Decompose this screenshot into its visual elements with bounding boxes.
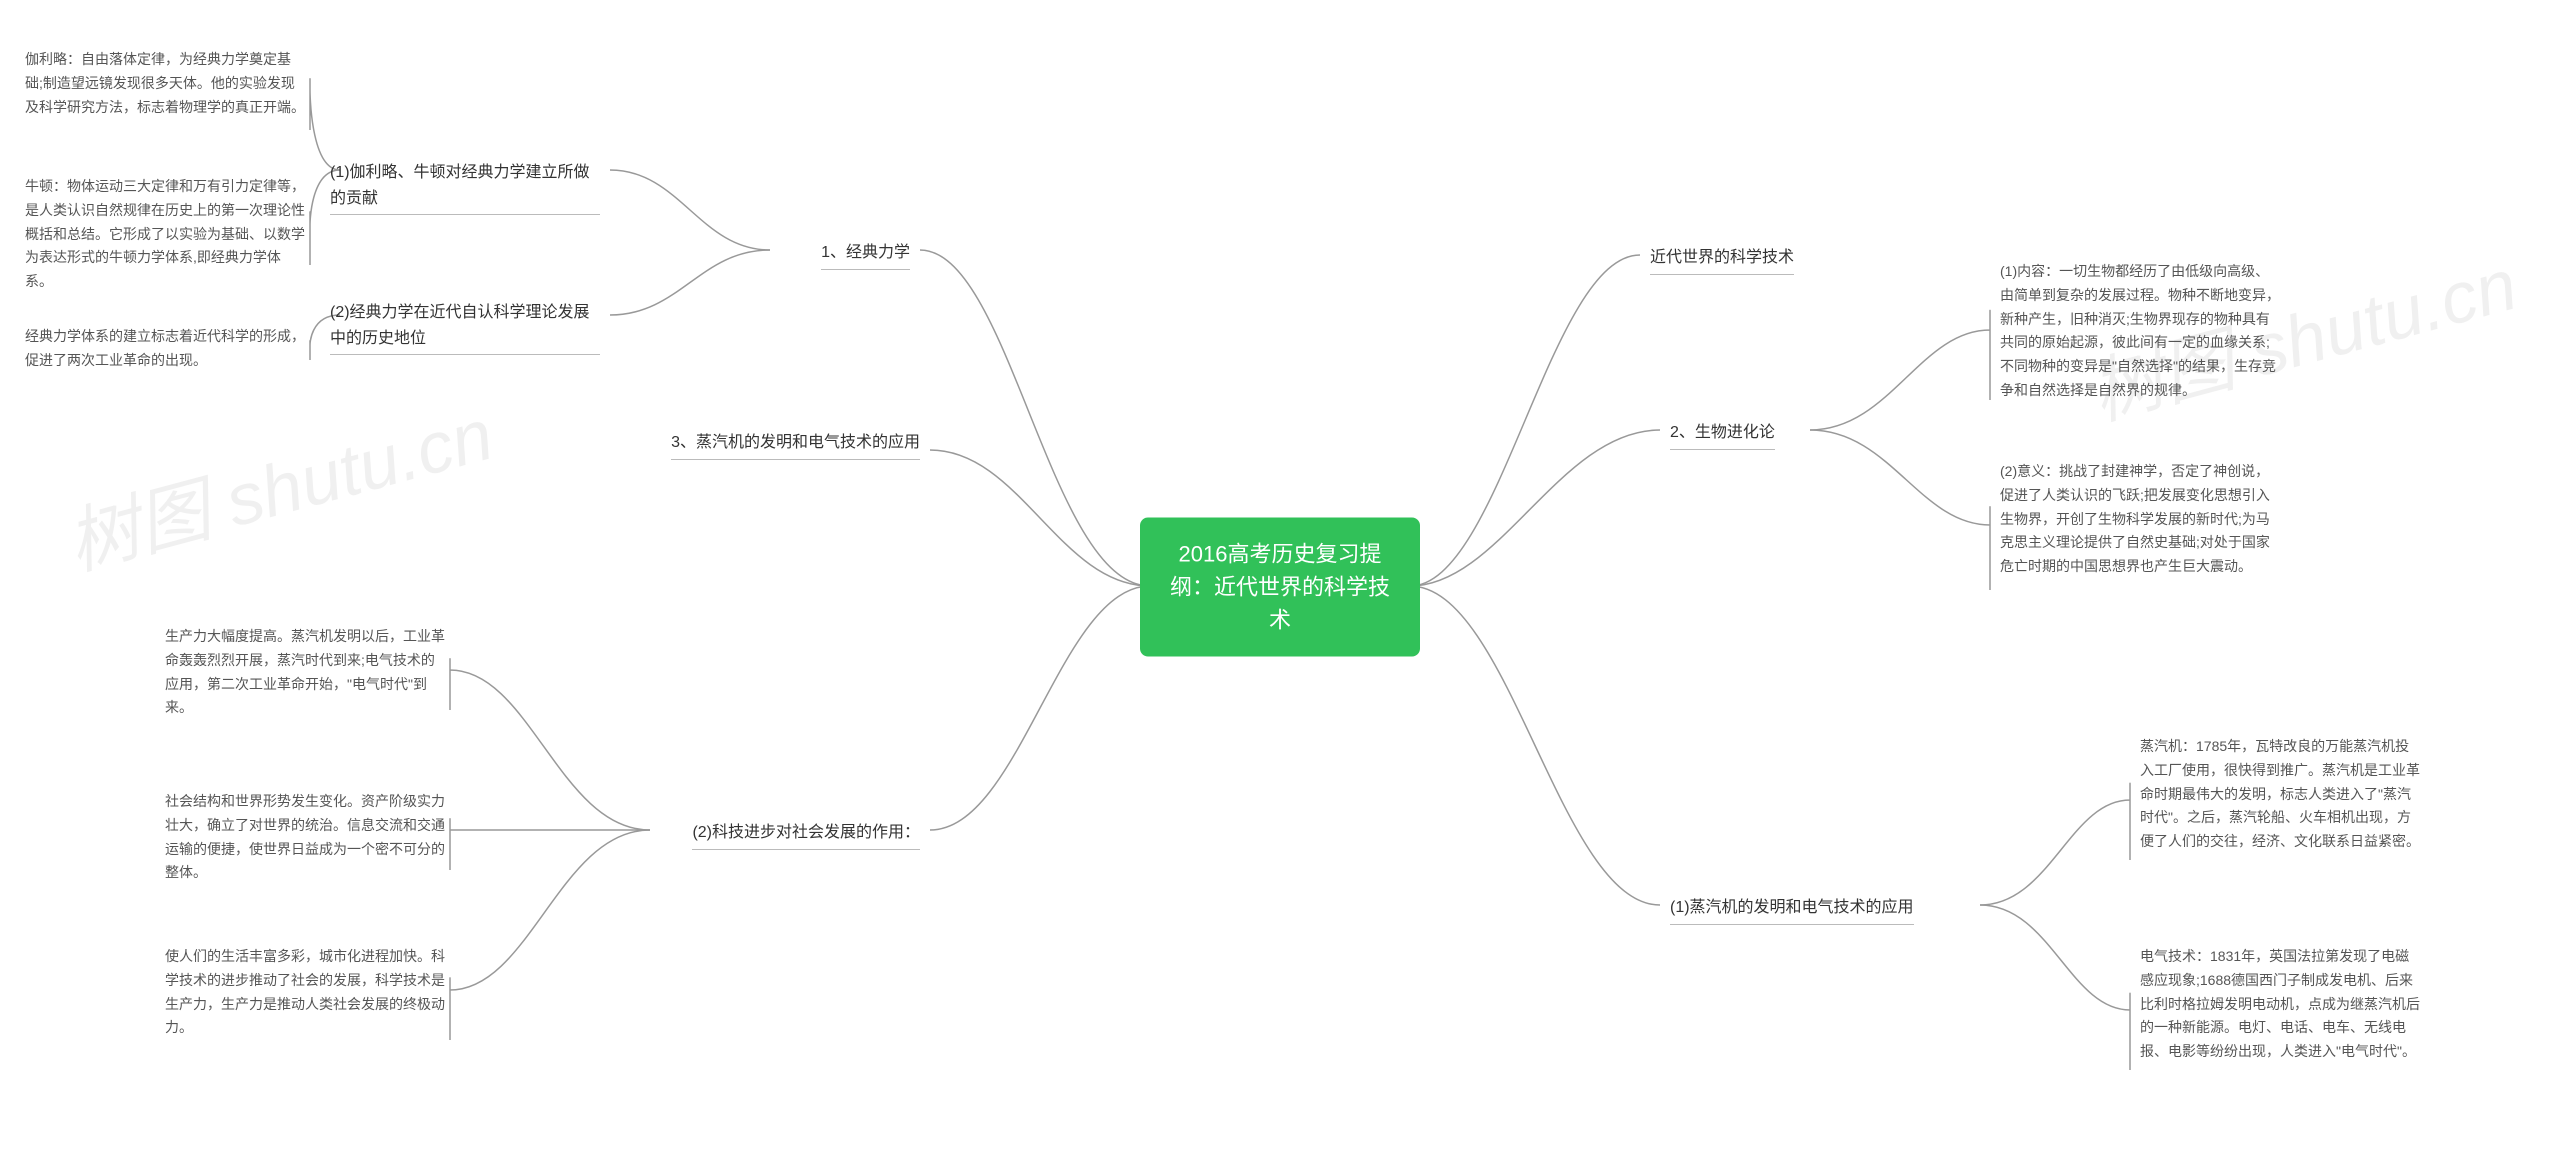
leaf-node: 社会结构和世界形势发生变化。资产阶级实力壮大，确立了对世界的统治。信息交流和交通…: [165, 790, 445, 885]
leaf-node: 蒸汽机：1785年，瓦特改良的万能蒸汽机投入工厂使用，很快得到推广。蒸汽机是工业…: [2140, 735, 2420, 854]
leaf-node: 经典力学体系的建立标志着近代科学的形成，促进了两次工业革命的出现。: [25, 325, 305, 373]
branch-node: 1、经典力学: [821, 240, 910, 270]
branch-node: 2、生物进化论: [1670, 420, 1775, 450]
branch-node: 3、蒸汽机的发明和电气技术的应用: [671, 430, 920, 460]
branch-node: (1)伽利略、牛顿对经典力学建立所做的贡献: [330, 160, 600, 215]
leaf-node: (2)意义：挑战了封建神学，否定了神创说，促进了人类认识的飞跃;把发展变化思想引…: [2000, 460, 2280, 579]
watermark: 树图 shutu.cn: [54, 375, 503, 589]
leaf-node: 电气技术：1831年，英国法拉第发现了电磁感应现象;1688德国西门子制成发电机…: [2140, 945, 2420, 1064]
leaf-node: 生产力大幅度提高。蒸汽机发明以后，工业革命轰轰烈烈开展，蒸汽时代到来;电气技术的…: [165, 625, 445, 720]
leaf-node: 牛顿：物体运动三大定律和万有引力定律等，是人类认识自然规律在历史上的第一次理论性…: [25, 175, 305, 294]
leaf-node: 伽利略：自由落体定律，为经典力学奠定基础;制造望远镜发现很多天体。他的实验发现及…: [25, 48, 305, 119]
leaf-node: 使人们的生活丰富多彩，城市化进程加快。科学技术的进步推动了社会的发展，科学技术是…: [165, 945, 445, 1040]
branch-node: (1)蒸汽机的发明和电气技术的应用: [1670, 895, 1914, 925]
branch-node: 近代世界的科学技术: [1650, 245, 1794, 275]
leaf-node: (1)内容：一切生物都经历了由低级向高级、由简单到复杂的发展过程。物种不断地变异…: [2000, 260, 2280, 403]
central-node: 2016高考历史复习提纲：近代世界的科学技术: [1140, 517, 1420, 656]
branch-node: (2)经典力学在近代自认科学理论发展中的历史地位: [330, 300, 600, 355]
branch-node: (2)科技进步对社会发展的作用：: [692, 820, 920, 850]
